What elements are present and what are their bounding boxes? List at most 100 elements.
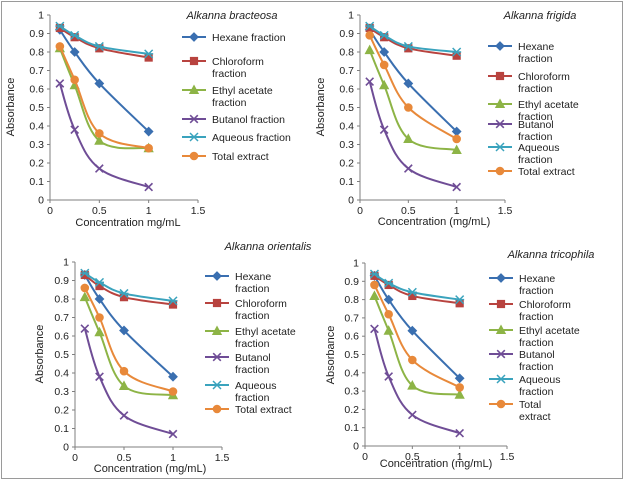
x-tick-label: 1 xyxy=(454,205,460,217)
x-tick-label: 0.5 xyxy=(92,205,107,217)
chart-panel-1: 0 0.1 0.2 0.3 0.4 0.5 0.6 0.7 0.8 0.9 1 0 0.5 1 1.5 Con… xyxy=(5,10,291,230)
legend-marker xyxy=(496,273,506,283)
legend-marker xyxy=(495,119,505,129)
legend-marker xyxy=(211,325,223,335)
legend-item: Butanol fraction xyxy=(488,119,554,143)
y-tick-label: 0.2 xyxy=(339,158,354,170)
data-point xyxy=(94,41,104,51)
legend-label: Ethyl acetate fraction xyxy=(212,85,273,109)
series-ethyl-acetate-fraction xyxy=(369,290,465,399)
series-line xyxy=(373,275,461,379)
series-butanol-fraction xyxy=(55,79,154,192)
legend-item: Total extract xyxy=(489,399,551,423)
y-tick-label: 0.7 xyxy=(339,65,354,77)
legend-label: Ethyl acetate fraction xyxy=(235,326,296,350)
series-chloroform-fraction xyxy=(365,23,461,60)
data-point xyxy=(404,44,413,53)
x-tick-label: 1 xyxy=(146,205,152,217)
series-line xyxy=(368,49,457,152)
y-axis-label: Absorbance xyxy=(315,78,327,137)
data-point xyxy=(55,42,65,51)
series-total-extract xyxy=(55,42,153,153)
y-tick-label: 0.8 xyxy=(339,47,354,59)
y-tick-label: 0.6 xyxy=(344,331,359,343)
series-total-extract xyxy=(80,283,178,396)
data-point xyxy=(403,133,414,143)
legend-item: Ethyl acetate fraction xyxy=(489,324,580,349)
y-tick-label: 0 xyxy=(348,195,354,207)
data-point xyxy=(168,429,178,439)
data-point xyxy=(454,389,465,399)
series-line xyxy=(84,272,174,302)
series-butanol-fraction xyxy=(365,77,462,192)
data-point xyxy=(370,324,379,334)
series-line xyxy=(83,328,174,435)
data-point xyxy=(55,21,65,31)
legend-label: Chloroform fraction xyxy=(235,298,287,322)
x-tick-label: 1.5 xyxy=(215,452,230,464)
series-butanol-fraction xyxy=(370,324,465,438)
legend-label: Aqueous fraction xyxy=(519,374,560,398)
x-tick-label: 0.5 xyxy=(405,451,420,463)
data-point xyxy=(80,283,90,293)
legend-marker xyxy=(189,151,199,161)
series-chloroform-fraction xyxy=(55,23,153,62)
data-point xyxy=(118,380,130,390)
data-point xyxy=(454,373,465,384)
data-point xyxy=(94,164,104,173)
x-tick-label: 0 xyxy=(362,451,368,463)
legend-item: Aqueous fraction xyxy=(205,380,276,404)
data-point xyxy=(455,428,465,438)
y-axis-label: Absorbance xyxy=(5,78,17,137)
x-axis-label: Concentration mg/mL xyxy=(75,217,180,229)
series-line xyxy=(368,34,458,140)
series-total-extract xyxy=(365,31,461,144)
legend-item: Chloroform fraction xyxy=(488,71,570,95)
data-point xyxy=(55,79,65,88)
y-tick-label: 0.9 xyxy=(339,28,354,40)
legend-marker xyxy=(212,404,222,414)
series-line xyxy=(58,46,149,150)
y-tick-label: 0.5 xyxy=(344,349,359,361)
data-point xyxy=(365,77,375,86)
series-line xyxy=(59,27,149,59)
y-tick-label: 0.3 xyxy=(54,386,69,398)
y-tick-label: 0.4 xyxy=(29,121,44,133)
series-line xyxy=(84,274,174,306)
x-tick-label: 0 xyxy=(72,452,78,464)
y-tick-label: 0.6 xyxy=(54,331,69,343)
series-line xyxy=(373,295,460,396)
data-point xyxy=(70,30,80,40)
series-line xyxy=(368,29,458,133)
data-point xyxy=(95,313,104,322)
legend-marker xyxy=(189,132,199,142)
x-tick-label: 0.5 xyxy=(401,205,416,217)
data-point xyxy=(119,288,129,298)
y-tick-label: 0.6 xyxy=(339,84,354,96)
chart-panel-4: 0 0.1 0.2 0.3 0.4 0.5 0.6 0.7 0.8 0.9 1 0 0.5 1 1.5 Con… xyxy=(325,249,594,470)
data-point xyxy=(407,287,417,297)
y-tick-label: 0.4 xyxy=(344,367,359,379)
legend-marker xyxy=(212,380,222,390)
chart-title: Alkanna bracteosa xyxy=(185,10,277,22)
legend-item: Chloroform fraction xyxy=(182,56,264,80)
legend-item: Total extract xyxy=(182,151,269,163)
data-point xyxy=(168,296,178,306)
data-point xyxy=(404,103,413,112)
series-line xyxy=(368,81,458,188)
y-tick-label: 0.6 xyxy=(29,84,44,96)
y-tick-label: 0 xyxy=(38,195,44,207)
data-point xyxy=(452,47,462,57)
y-tick-label: 0.1 xyxy=(339,176,354,188)
data-point xyxy=(80,324,90,333)
legend-marker xyxy=(189,32,199,42)
data-point xyxy=(94,277,105,287)
legend-item: Total extract xyxy=(205,404,292,416)
data-point xyxy=(119,325,129,336)
data-point xyxy=(364,44,375,55)
legend-marker xyxy=(495,71,505,81)
data-point xyxy=(379,79,390,90)
legend-item: Hexane fraction xyxy=(488,41,554,65)
legend-item: Butanol fraction xyxy=(182,114,285,126)
legend-marker xyxy=(496,399,506,409)
